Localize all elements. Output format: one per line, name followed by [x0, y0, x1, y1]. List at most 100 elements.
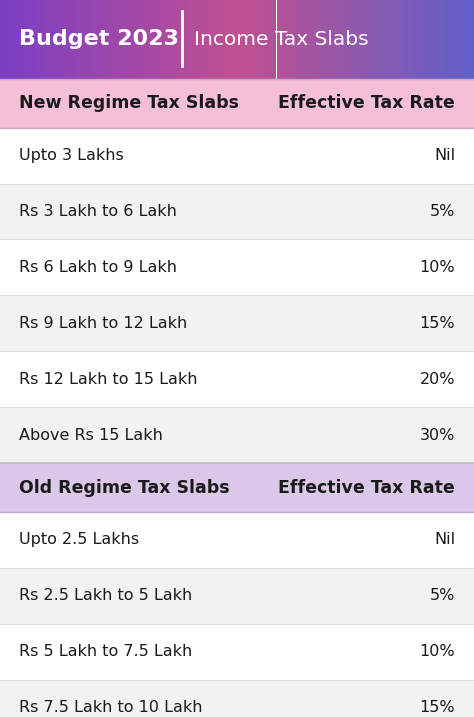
Bar: [465, 0, 466, 79]
Bar: [22, 0, 24, 79]
Bar: [82, 0, 84, 79]
Bar: [62, 0, 63, 79]
Bar: [224, 0, 226, 79]
Bar: [250, 0, 251, 79]
Bar: [423, 0, 425, 79]
Bar: [351, 0, 352, 79]
Bar: [125, 0, 127, 79]
Bar: [218, 0, 219, 79]
Bar: [163, 0, 164, 79]
Bar: [3, 0, 5, 79]
Bar: [431, 0, 433, 79]
Bar: [318, 0, 319, 79]
Bar: [179, 0, 180, 79]
Bar: [137, 0, 139, 79]
Bar: [11, 0, 13, 79]
Bar: [373, 0, 374, 79]
Bar: [280, 0, 281, 79]
Bar: [5, 0, 6, 79]
Bar: [278, 0, 280, 79]
Bar: [354, 0, 356, 79]
Bar: [226, 0, 228, 79]
Bar: [27, 0, 28, 79]
Bar: [381, 0, 383, 79]
Bar: [0, 351, 474, 407]
Bar: [109, 0, 110, 79]
Bar: [155, 0, 156, 79]
Bar: [201, 0, 202, 79]
Bar: [190, 0, 191, 79]
Bar: [401, 0, 403, 79]
Bar: [234, 0, 236, 79]
Bar: [167, 0, 169, 79]
Bar: [32, 0, 33, 79]
Bar: [71, 0, 73, 79]
Bar: [463, 0, 465, 79]
Bar: [299, 0, 300, 79]
Bar: [341, 0, 343, 79]
Text: Upto 2.5 Lakhs: Upto 2.5 Lakhs: [19, 533, 139, 547]
Bar: [127, 0, 128, 79]
Bar: [343, 0, 345, 79]
Bar: [117, 0, 118, 79]
Bar: [0, 79, 474, 128]
Bar: [408, 0, 409, 79]
Bar: [349, 0, 351, 79]
Bar: [73, 0, 74, 79]
Bar: [255, 0, 256, 79]
Bar: [370, 0, 371, 79]
Text: Upto 3 Lakhs: Upto 3 Lakhs: [19, 148, 124, 163]
Bar: [66, 0, 68, 79]
Bar: [411, 0, 412, 79]
Bar: [447, 0, 449, 79]
Bar: [0, 680, 474, 717]
Bar: [20, 0, 22, 79]
Bar: [174, 0, 175, 79]
Text: 10%: 10%: [419, 260, 455, 275]
Bar: [398, 0, 400, 79]
Bar: [152, 0, 153, 79]
Bar: [283, 0, 284, 79]
Bar: [238, 0, 240, 79]
Bar: [442, 0, 444, 79]
Bar: [204, 0, 205, 79]
Bar: [366, 0, 368, 79]
Bar: [374, 0, 376, 79]
Bar: [186, 0, 188, 79]
Bar: [131, 0, 133, 79]
Bar: [416, 0, 417, 79]
Bar: [406, 0, 408, 79]
Bar: [359, 0, 360, 79]
Bar: [417, 0, 419, 79]
Bar: [270, 0, 272, 79]
Bar: [362, 0, 364, 79]
Bar: [281, 0, 283, 79]
Text: Effective Tax Rate: Effective Tax Rate: [278, 94, 455, 113]
Bar: [191, 0, 193, 79]
Bar: [147, 0, 148, 79]
Bar: [395, 0, 397, 79]
Bar: [273, 0, 275, 79]
Bar: [100, 0, 101, 79]
Bar: [419, 0, 420, 79]
Bar: [246, 0, 248, 79]
Bar: [435, 0, 436, 79]
Text: Income Tax Slabs: Income Tax Slabs: [194, 30, 369, 49]
Bar: [118, 0, 120, 79]
Bar: [104, 0, 106, 79]
Bar: [438, 0, 439, 79]
Text: Nil: Nil: [434, 533, 455, 547]
Bar: [81, 0, 82, 79]
Bar: [229, 0, 231, 79]
Bar: [460, 0, 461, 79]
Bar: [24, 0, 25, 79]
Bar: [272, 0, 273, 79]
Bar: [57, 0, 58, 79]
Bar: [439, 0, 441, 79]
Bar: [286, 0, 288, 79]
Bar: [198, 0, 199, 79]
Bar: [314, 0, 316, 79]
Bar: [284, 0, 286, 79]
Bar: [427, 0, 428, 79]
Bar: [43, 0, 44, 79]
